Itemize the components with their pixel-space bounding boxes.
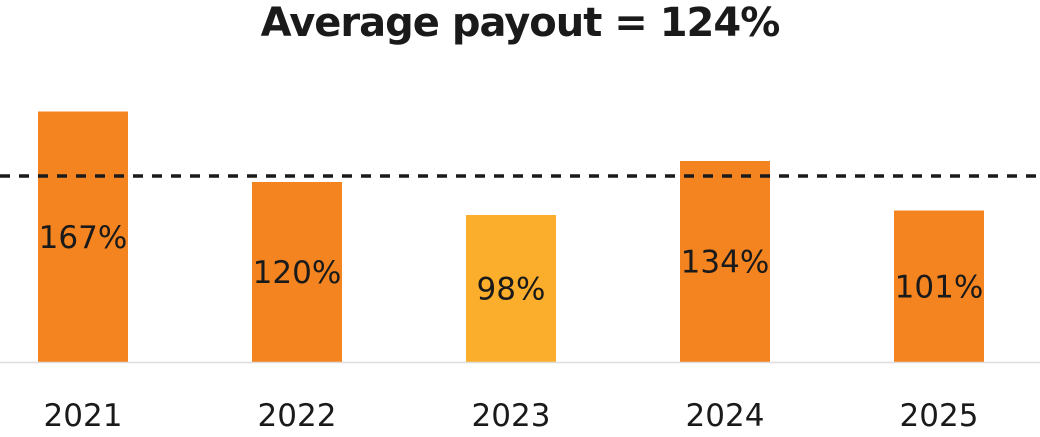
x-tick-labels-layer: 2021 2022 2023 2024 2025 [44,398,979,434]
bar-2021 [38,111,128,362]
bar-2022 [252,182,342,362]
bar-value-label-2022: 120% [253,255,342,291]
x-tick-label-2021: 2021 [44,398,123,434]
bar-value-label-2025: 101% [895,269,984,305]
bar-value-label-2024: 134% [681,245,770,281]
x-tick-label-2025: 2025 [900,398,979,434]
bar-value-label-2021: 167% [39,220,128,256]
bar-2024 [680,161,770,362]
bar-2025 [894,210,984,362]
bar-value-label-2023: 98% [477,272,546,308]
x-tick-label-2023: 2023 [472,398,551,434]
bars-layer [38,111,984,362]
x-tick-label-2022: 2022 [258,398,337,434]
bar-labels-layer: 167% 120% 98% 134% 101% [39,220,984,308]
bar-2023 [466,215,556,362]
chart-title: Average payout = 124% [260,0,781,46]
x-tick-label-2024: 2024 [686,398,765,434]
